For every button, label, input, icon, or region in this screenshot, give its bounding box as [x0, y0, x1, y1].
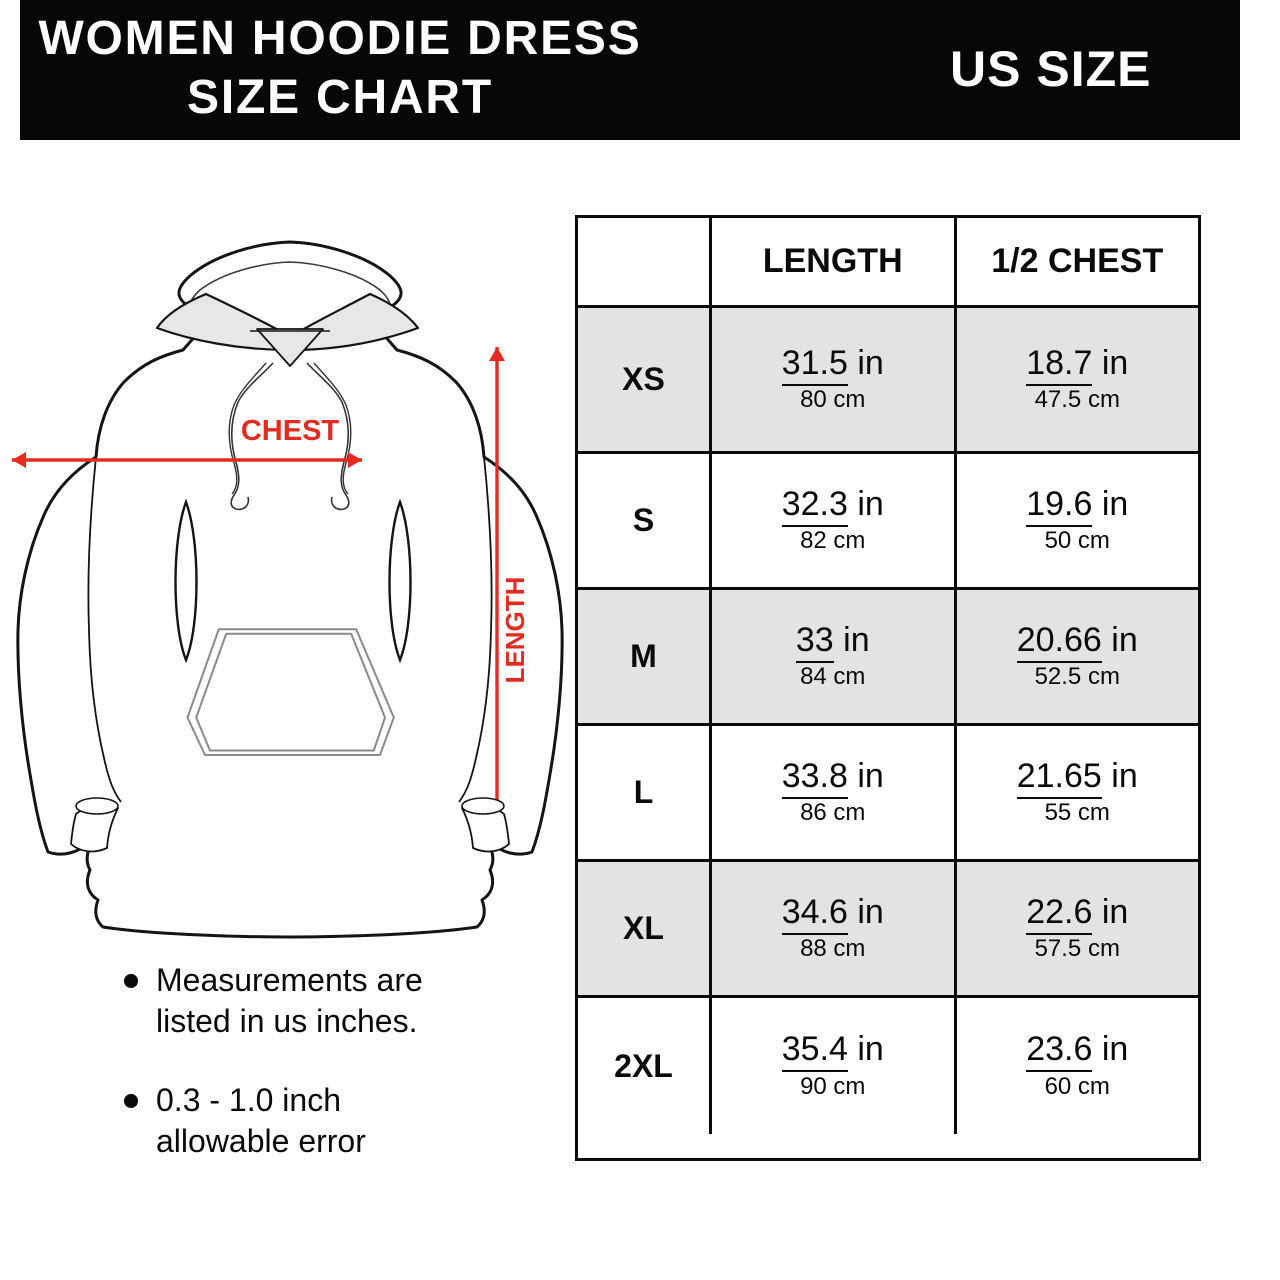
svg-text:LENGTH: LENGTH [500, 577, 530, 684]
svg-text:CHEST: CHEST [241, 415, 340, 447]
